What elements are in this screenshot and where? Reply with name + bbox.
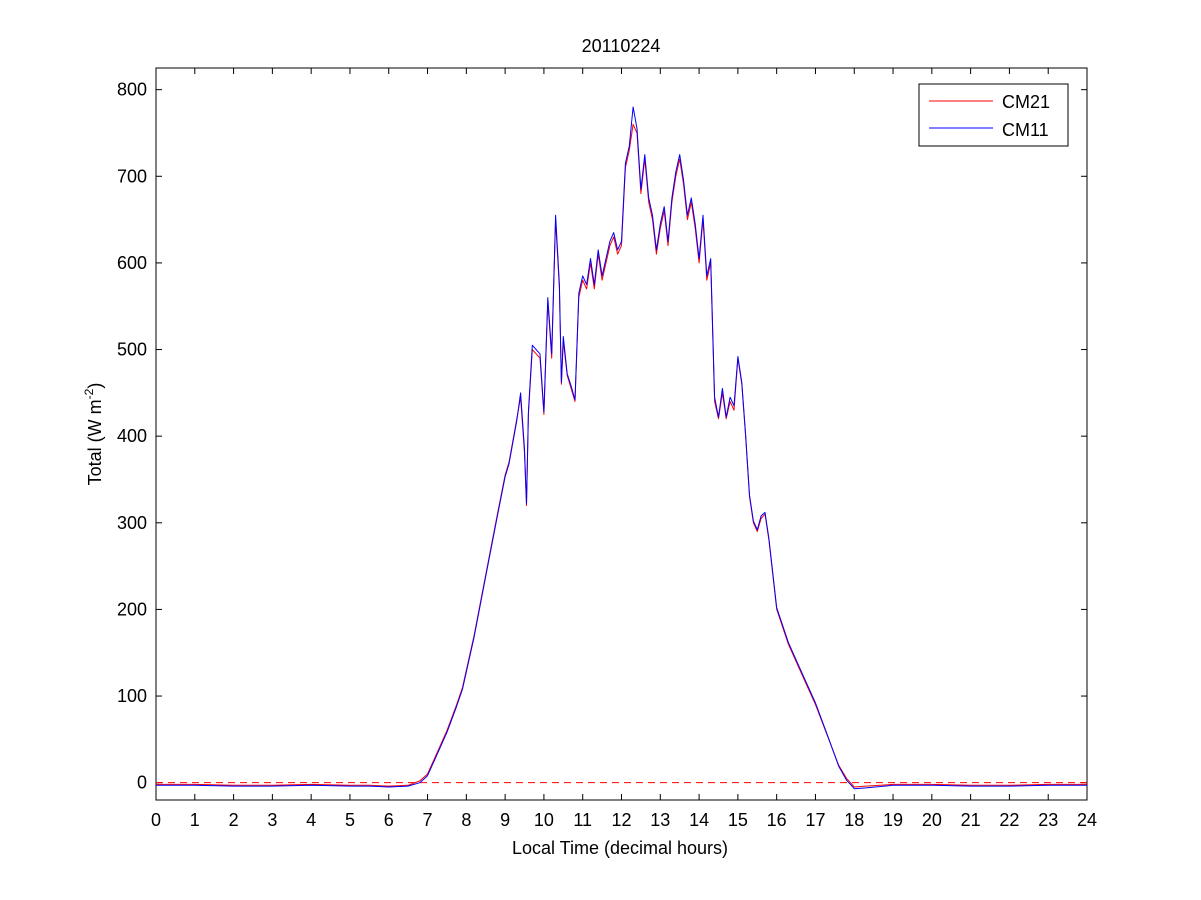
y-tick-label: 200 [117, 599, 147, 619]
x-tick-label: 5 [345, 810, 355, 830]
x-tick-label: 3 [267, 810, 277, 830]
y-tick-label: 800 [117, 80, 147, 100]
plot-area [155, 67, 1088, 801]
x-tick-label: 10 [534, 810, 554, 830]
axis-ticks: 0 1 2 3 4 5 6 7 8 9 10 11 12 13 14 15 16 17 18 19 20 21 22 23 24… [117, 68, 1097, 830]
x-tick-label: 20 [922, 810, 942, 830]
x-axis-label: Local Time (decimal hours) [512, 838, 728, 858]
x-tick-label: 0 [151, 810, 161, 830]
x-tick-label: 11 [573, 810, 592, 830]
y-axis-label-base: Total (W m [85, 399, 105, 485]
y-axis-label: Total (W m-2) [82, 383, 105, 486]
y-axis-label-close: ) [85, 383, 105, 389]
y-tick-label: 0 [137, 773, 147, 793]
legend-label-cm21: CM21 [1002, 92, 1050, 112]
x-tick-label: 2 [229, 810, 239, 830]
x-tick-label: 24 [1077, 810, 1097, 830]
x-tick-label: 7 [423, 810, 433, 830]
x-tick-label: 13 [650, 810, 670, 830]
y-tick-label: 600 [117, 253, 147, 273]
x-tick-label: 19 [883, 810, 903, 830]
series-group [156, 106, 1087, 790]
x-tick-label: 1 [190, 810, 200, 830]
y-tick-label: 300 [117, 513, 147, 533]
x-tick-label: 8 [461, 810, 471, 830]
legend-label-cm11: CM11 [1002, 120, 1049, 140]
x-tick-label: 22 [999, 810, 1019, 830]
y-axis-label-exponent: -2 [82, 388, 96, 399]
legend-box [918, 83, 1069, 147]
legend: CM21 CM11 [918, 83, 1069, 147]
x-tick-label: 9 [500, 810, 510, 830]
x-tick-label: 6 [384, 810, 394, 830]
x-tick-label: 18 [844, 810, 864, 830]
x-tick-label: 16 [767, 810, 787, 830]
y-tick-label: 400 [117, 426, 147, 446]
x-tick-label: 21 [961, 810, 981, 830]
y-tick-label: 100 [117, 686, 147, 706]
chart-title: 20110224 [582, 36, 661, 56]
x-tick-label: 15 [728, 810, 748, 830]
y-tick-label: 500 [117, 340, 147, 360]
series-line-cm11 [156, 106, 1087, 790]
y-tick-label: 700 [117, 166, 147, 186]
x-tick-label: 23 [1038, 810, 1058, 830]
x-tick-label: 17 [805, 810, 825, 830]
x-tick-label: 12 [611, 810, 631, 830]
x-tick-label: 4 [306, 810, 316, 830]
x-tick-label: 14 [689, 810, 709, 830]
